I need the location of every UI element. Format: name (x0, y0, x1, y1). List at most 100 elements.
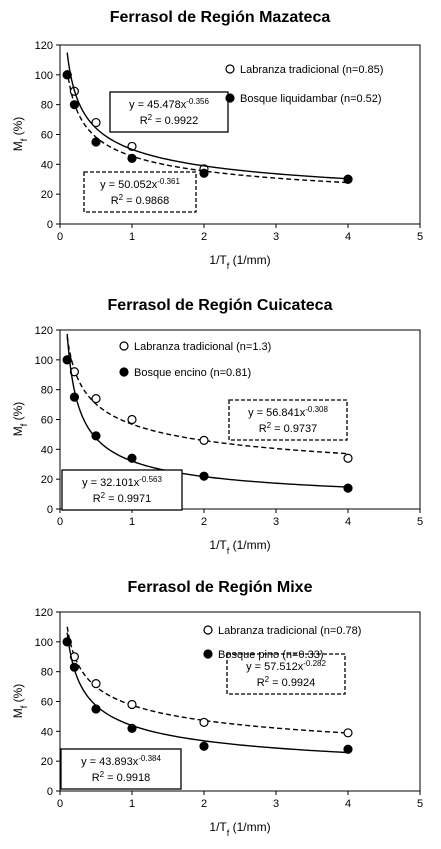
r-squared-text: R2 = 0.9924 (257, 675, 316, 690)
x-tick-label: 2 (201, 516, 207, 528)
x-axis-label-sub: f (227, 546, 230, 556)
r-squared-text: R2 = 0.9868 (111, 193, 170, 208)
y-axis-label-main: M (11, 426, 25, 436)
y-tick-label: 40 (41, 159, 53, 171)
x-tick-label: 1 (129, 231, 135, 243)
r-squared-value: = 0.9918 (104, 772, 150, 784)
chart-panel-3: Ferrasol de Región Mixe 0 20 40 60 80 100 120 0 1… (11, 579, 423, 838)
x-tick-label: 5 (417, 798, 423, 810)
equation-box (109, 91, 229, 133)
x-tick-label: 4 (345, 231, 351, 243)
legend-label: Labranza tradicional (n=1.3) (134, 341, 271, 353)
legend-marker (119, 367, 129, 377)
x-tick-label: 3 (273, 231, 279, 243)
y-tick-label: 20 (41, 189, 53, 201)
y-axis-label-main: M (11, 708, 25, 718)
x-tick-label: 0 (57, 231, 63, 243)
data-point-filled (127, 723, 137, 733)
data-point-filled (62, 637, 72, 647)
r-squared-superscript: 2 (119, 193, 124, 202)
equation-main: y = 32.101x (82, 477, 140, 489)
data-point-filled (343, 483, 353, 493)
legend-label: Bosque liquidambar (n=0.52) (240, 93, 382, 105)
y-axis-label: Mf (%) (11, 684, 29, 719)
equation-box (60, 748, 182, 790)
r-squared-label: R (111, 195, 119, 207)
equation-exponent: -0.384 (138, 754, 161, 763)
x-axis-label-main: 1/T (209, 820, 227, 834)
data-point-filled (199, 168, 209, 178)
data-point-filled (343, 174, 353, 184)
r-squared-value: = 0.9737 (271, 423, 317, 435)
y-tick-label: 40 (41, 726, 53, 738)
x-axis-label-unit: (1/mm) (229, 538, 270, 552)
equation-text: y = 56.841x-0.308 (248, 405, 328, 420)
x-tick-label: 1 (129, 516, 135, 528)
x-tick-label: 5 (417, 231, 423, 243)
y-tick-label: 100 (35, 637, 53, 649)
y-axis-label-sub: f (19, 705, 29, 708)
y-tick-label: 120 (35, 607, 53, 619)
legend-label: Bosque encino (n=0.81) (134, 367, 251, 379)
y-tick-label: 80 (41, 385, 53, 397)
y-axis-label: Mf (%) (11, 117, 29, 152)
fit-curve-dashed (66, 626, 349, 734)
equation-exponent: -0.356 (186, 97, 209, 106)
data-point-filled (69, 100, 80, 110)
chart-panel-2: Ferrasol de Región Cuicateca020406080100… (11, 297, 423, 556)
x-tick-label: 0 (57, 798, 63, 810)
data-point-filled (127, 153, 137, 163)
fit-curve-solid (66, 52, 349, 180)
legend-label: Labranza tradicional (n=0.78) (218, 625, 361, 637)
y-tick-label: 20 (41, 756, 53, 768)
r-squared-label: R (257, 677, 265, 689)
r-squared-superscript: 2 (100, 770, 105, 779)
r-squared-value: = 0.9868 (123, 195, 169, 207)
data-point-filled (91, 431, 101, 441)
r-squared-value: = 0.9922 (152, 115, 198, 127)
y-tick-label: 60 (41, 697, 53, 709)
y-axis-label-unit: (%) (11, 402, 25, 424)
x-tick-label: 4 (345, 798, 351, 810)
equation-exponent: -0.308 (305, 405, 328, 414)
r-squared-label: R (92, 772, 100, 784)
data-point-filled (127, 453, 137, 463)
x-tick-label: 2 (201, 231, 207, 243)
y-axis-label: Mf (%) (11, 402, 29, 437)
x-axis-label: 1/Tf (1/mm) (209, 538, 270, 556)
series-1: Labranza tradicional (n=0.85) y = 45.478x… (62, 64, 383, 184)
y-tick-label: 60 (41, 130, 53, 142)
fit-curve-solid (66, 333, 349, 488)
equation-exponent: -0.361 (157, 177, 180, 186)
chart-title: Ferrasol de Región Mazateca (110, 9, 331, 26)
x-axis-label-main: 1/T (209, 538, 227, 552)
legend-marker (225, 64, 235, 74)
r-squared-label: R (140, 115, 148, 127)
data-point-filled (62, 70, 72, 80)
y-tick-label: 0 (47, 504, 53, 516)
x-tick-label: 3 (273, 798, 279, 810)
data-point-filled (91, 704, 101, 714)
y-axis-label-main: M (11, 141, 25, 151)
data-point-open (91, 394, 101, 404)
data-point-open (91, 678, 101, 689)
series-2: Bosque pino (n=0.33)y = 43.893x-0.384R2 … (60, 632, 353, 790)
equation-text: y = 45.478x-0.356 (129, 97, 209, 112)
data-point-filled (91, 137, 101, 147)
y-axis-label-unit: (%) (11, 684, 25, 706)
equation-exponent: -0.282 (303, 659, 326, 668)
r-squared-text: R2 = 0.9918 (92, 770, 151, 785)
y-tick-label: 40 (41, 444, 53, 456)
data-point-filled (199, 471, 209, 481)
x-axis-label: 1/Tf (1/mm) (209, 253, 270, 271)
y-tick-label: 20 (41, 474, 53, 486)
r-squared-value: = 0.9924 (269, 677, 315, 689)
equation-box (226, 653, 346, 695)
legend-marker (225, 93, 235, 103)
chart-title: Ferrasol de Región Cuicateca (108, 297, 333, 314)
series-2: Bosque encino (n=0.81)y = 32.101x-0.563R… (61, 333, 353, 511)
x-axis-label-sub: f (227, 261, 230, 271)
data-point-open (343, 728, 353, 738)
x-tick-label: 1 (129, 798, 135, 810)
equation-box (61, 469, 183, 511)
